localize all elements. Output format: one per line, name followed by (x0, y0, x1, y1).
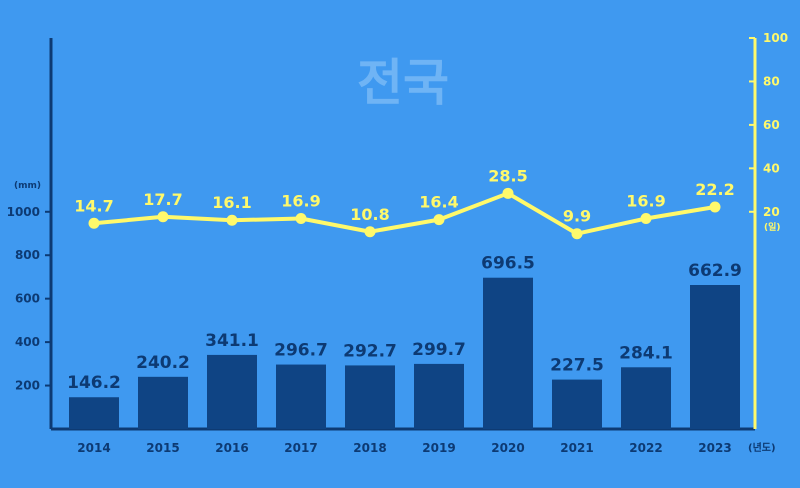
line-point (571, 228, 583, 240)
line-point (502, 187, 514, 199)
line-value-label: 28.5 (488, 166, 527, 185)
bar-value-label: 299.7 (412, 340, 466, 360)
line-value-label: 10.8 (350, 205, 389, 224)
bar (621, 367, 671, 429)
line-path (93, 191, 716, 236)
x-tick-label: 2016 (215, 441, 248, 455)
chart-title: 전국 (357, 54, 449, 112)
line-point (295, 213, 307, 225)
x-tick-label: 2018 (353, 441, 386, 455)
x-tick-label: 2019 (422, 441, 455, 455)
bar (690, 285, 740, 429)
line-value-label: 22.2 (695, 180, 734, 199)
bar (483, 277, 533, 429)
y-right-tick-label: 80 (763, 74, 780, 88)
y-right-unit: (일) (764, 221, 781, 233)
bar (552, 379, 602, 429)
x-tick-label: 2017 (284, 441, 317, 455)
bar-value-label: 227.5 (550, 356, 604, 376)
y-left-tick-label: 1000 (7, 205, 40, 219)
line-point (433, 214, 445, 226)
y-left-tick-label: 600 (15, 292, 40, 306)
line-point (640, 213, 652, 225)
x-tick-label: 2022 (629, 441, 662, 455)
bar (345, 365, 395, 429)
x-tick-label: 2023 (698, 441, 731, 455)
line-value-label: 14.7 (74, 196, 113, 215)
line-value-label: 16.9 (626, 192, 665, 211)
line-point (88, 217, 100, 229)
bar-value-label: 292.7 (343, 341, 397, 361)
line-value-label: 17.7 (143, 190, 182, 209)
y-right-tick-label: 20 (763, 205, 780, 219)
line-value-label: 16.9 (281, 192, 320, 211)
bar-value-label: 284.1 (619, 343, 673, 363)
bar (276, 364, 326, 429)
line-point (226, 214, 238, 226)
x-tick-label: 2014 (77, 441, 110, 455)
x-tick-label: 2020 (491, 441, 524, 455)
y-left-tick-label: 400 (15, 335, 40, 349)
bar (207, 354, 257, 429)
y-left-tick-label: 800 (15, 248, 40, 262)
bar-value-label: 696.5 (481, 254, 535, 274)
line-series: 14.7 17.7 16.1 16.9 10.8 16.4 28.5 9.9 16.9 22.2 (74, 166, 735, 240)
bar-value-label: 662.9 (688, 261, 742, 281)
bar-value-label: 296.7 (274, 341, 328, 361)
bar-series: 146.2 240.2 341.1 296.7 292.7 299.7 696.5 227.5… (67, 254, 742, 429)
y-right-tick-label: 100 (763, 31, 788, 45)
line-value-label: 16.4 (419, 193, 458, 212)
x-tick-label: 2015 (146, 441, 179, 455)
bar (138, 376, 188, 429)
line-point (709, 201, 721, 213)
x-tick-label: 2021 (560, 441, 593, 455)
bar-value-label: 341.1 (205, 331, 259, 351)
bar (69, 397, 119, 429)
bar-value-label: 240.2 (136, 353, 190, 373)
y-right-tick-label: 60 (763, 118, 780, 132)
bar (414, 363, 464, 429)
line-point (364, 226, 376, 238)
y-left-tick-label: 200 (15, 379, 40, 393)
bar-value-label: 146.2 (67, 373, 121, 393)
x-unit: (년도) (748, 441, 776, 454)
y-right-tick-label: 40 (763, 161, 780, 175)
line-value-label: 16.1 (212, 193, 251, 212)
line-value-label: 9.9 (563, 207, 591, 226)
y-left-unit: (mm) (14, 181, 41, 191)
line-point (157, 211, 169, 223)
